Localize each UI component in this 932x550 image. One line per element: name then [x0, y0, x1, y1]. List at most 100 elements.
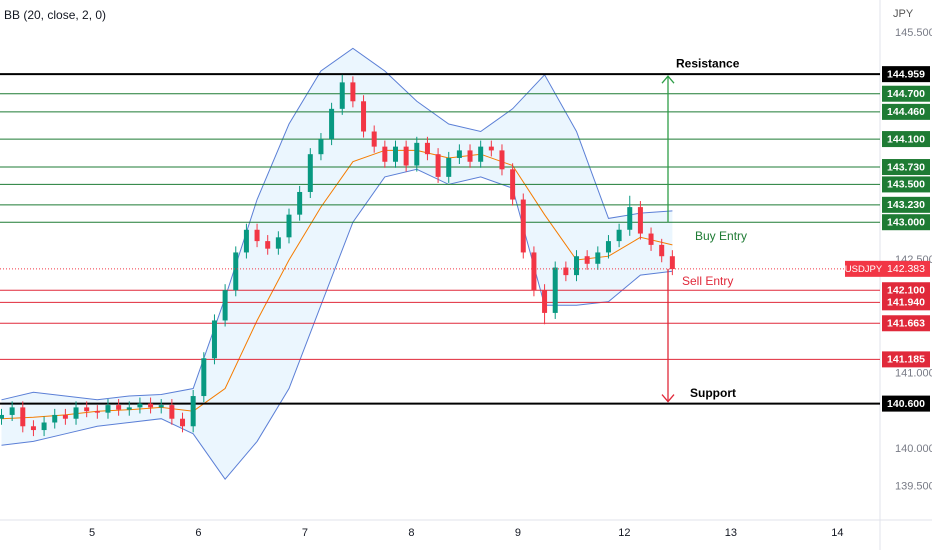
candle-body — [84, 407, 90, 412]
level-label: 141.663 — [887, 318, 925, 330]
candle-body — [446, 157, 452, 177]
candle-body — [456, 150, 462, 158]
candle-body — [499, 150, 505, 170]
level-label-box — [882, 196, 930, 213]
level-label: 144.460 — [887, 106, 925, 118]
x-tick-label: 8 — [408, 527, 414, 539]
level-label: 144.700 — [887, 88, 925, 100]
level-label: 143.730 — [887, 161, 925, 173]
symbol-label: USDJPY — [845, 264, 883, 275]
candle-body — [627, 207, 633, 230]
x-tick-label: 13 — [725, 527, 737, 539]
level-label-box — [882, 294, 930, 311]
candle-body — [148, 403, 154, 408]
y-tick-label: 139.500 — [895, 481, 932, 493]
candle-body — [222, 290, 228, 321]
x-tick-label: 5 — [89, 527, 95, 539]
sell-arrow-head — [661, 394, 675, 403]
candle-body — [297, 191, 303, 215]
x-tick-label: 14 — [831, 527, 843, 539]
candle-body — [659, 244, 665, 257]
candle-body — [584, 256, 590, 264]
candle-body — [605, 241, 611, 253]
level-label-box — [882, 103, 930, 120]
level-label: 140.600 — [887, 398, 925, 410]
candle-body — [73, 407, 79, 419]
level-label: 144.959 — [887, 68, 925, 80]
candle-body — [180, 418, 186, 427]
candle-body — [382, 146, 388, 162]
annotation: Buy Entry — [695, 229, 747, 243]
x-tick-label: 6 — [195, 527, 201, 539]
candle-body — [265, 241, 271, 249]
candle-body — [488, 146, 494, 151]
candle-body — [531, 252, 537, 291]
candle-body — [307, 154, 313, 192]
level-label: 141.940 — [887, 297, 925, 309]
candle-body — [339, 82, 345, 109]
candle-body — [126, 407, 132, 410]
x-tick-label: 7 — [302, 527, 308, 539]
candle-body — [62, 414, 68, 419]
candle-body — [9, 407, 15, 415]
candle-body — [94, 411, 100, 413]
level-label: 143.500 — [887, 179, 925, 191]
candle-body — [648, 233, 654, 245]
y-tick-label: 140.000 — [895, 443, 932, 455]
candle-body — [105, 405, 111, 413]
level-label-box — [882, 159, 930, 176]
candle-body — [52, 414, 58, 423]
candle-body — [41, 422, 47, 431]
level-label-box — [882, 131, 930, 148]
level-label-box — [882, 176, 930, 193]
candle-body — [520, 199, 526, 253]
candle-body — [414, 142, 420, 166]
last-price-label: 142.383 — [887, 263, 925, 275]
y-tick-label: 145.500 — [895, 27, 932, 39]
annotation: Sell Entry — [682, 274, 733, 288]
level-label: 141.185 — [887, 354, 925, 366]
candle-body — [0, 414, 4, 419]
level-label-box — [882, 66, 930, 83]
candle-body — [20, 407, 26, 427]
candle-body — [392, 146, 398, 162]
candle-body — [371, 131, 377, 147]
level-label-box — [882, 395, 930, 412]
candle-body — [403, 146, 409, 166]
candle-body — [233, 252, 239, 291]
candle-body — [329, 108, 335, 140]
symbol-box — [845, 260, 882, 277]
level-label: 143.230 — [887, 199, 925, 211]
candle-body — [510, 169, 516, 200]
candle-body — [158, 405, 164, 408]
candle-body — [478, 146, 484, 162]
candle-body — [637, 207, 643, 234]
candle-body — [552, 267, 558, 313]
candle-body — [350, 82, 356, 102]
candle-body — [201, 358, 207, 397]
candle-body — [424, 142, 430, 155]
candle-body — [275, 237, 281, 249]
band-lower — [1, 168, 673, 481]
candle-body — [595, 252, 601, 264]
candle-body — [542, 290, 548, 313]
x-tick-label: 12 — [618, 527, 630, 539]
currency-label: JPY — [893, 8, 914, 20]
candle-body — [254, 229, 260, 242]
candle-body — [467, 150, 473, 162]
level-label-box — [882, 85, 930, 102]
y-tick-label: 141.000 — [895, 367, 932, 379]
candle-body — [211, 320, 217, 359]
level-label: 144.100 — [887, 133, 925, 145]
candle-body — [137, 403, 143, 408]
band-upper — [1, 47, 673, 401]
candle-body — [574, 256, 580, 276]
candle-body — [243, 229, 249, 253]
level-label-box — [882, 315, 930, 332]
candle-body — [669, 256, 675, 270]
candle-body — [435, 154, 441, 177]
candle-body — [169, 405, 175, 419]
candle-body — [190, 396, 196, 427]
